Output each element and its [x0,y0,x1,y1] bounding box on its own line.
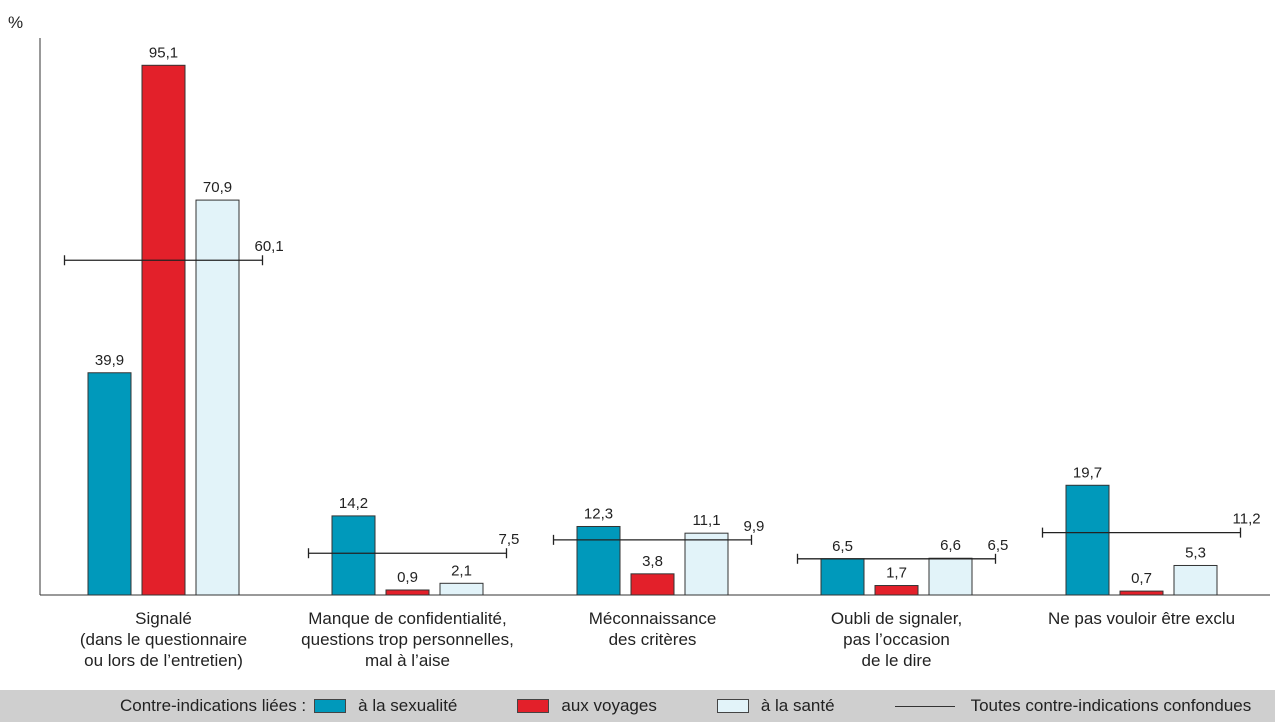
legend-title: Contre-indications liées : [120,696,307,715]
legend-swatch-sante [716,699,749,713]
legend-item-overall: Toutes contre-indications confondues [894,696,1252,716]
overall-label-3: 6,5 [988,537,1009,554]
category-label-2-line-0: Méconnaissance [589,609,717,628]
y-axis-label: % [8,13,23,32]
bar-sante-1 [439,582,484,596]
overall-label-2: 9,9 [744,518,765,535]
legend-label-voyages: aux voyages [561,696,657,715]
bar-sante-3 [928,557,973,596]
legend-item-sante: à la santé [716,696,835,716]
category-label-3-line-1: pas l’occasion [843,630,950,649]
category-label-0-line-1: (dans le questionnaire [80,630,247,649]
bar-voyages-3 [874,585,919,596]
data-label-sante-0: 70,9 [203,179,232,196]
bar-voyages-1 [385,589,430,596]
legend-swatch-sexualite [314,699,347,713]
category-label-1-line-2: mal à l’aise [365,651,450,670]
legend-line-overall [894,705,955,707]
category-label-1-line-0: Manque de confidentialité, [308,609,506,628]
legend-swatch-voyages [517,699,550,713]
category-labels-layer: Signalé (dans le questionnaire ou lors de … [80,609,1235,670]
data-label-sexualite-0: 39,9 [95,352,124,369]
bar-sante-2 [684,532,729,596]
data-label-sante-1: 2,1 [451,562,472,579]
chart-plot: % 39,9 95,1 70,9 60,1 14,2 0,9 2,1 7,5 12,3 3,8 11… [8,13,1270,670]
bars-layer [87,64,1218,596]
category-label-0-line-0: Signalé [135,609,192,628]
legend: Contre-indications liées : à la sexualit… [0,690,1275,722]
legend-label-sexualite: à la sexualité [358,696,458,715]
data-label-voyages-3: 1,7 [886,565,907,582]
data-label-sexualite-2: 12,3 [584,505,613,522]
bar-sexualite-0 [87,372,132,596]
overall-lines-layer [63,255,1242,564]
data-label-sexualite-1: 14,2 [339,495,368,512]
legend-item-voyages: aux voyages [517,696,657,716]
category-label-1-line-1: questions trop personnelles, [301,630,514,649]
bar-sante-4 [1173,564,1218,596]
data-label-sexualite-4: 19,7 [1073,464,1102,481]
data-label-voyages-2: 3,8 [642,553,663,570]
bar-voyages-4 [1119,590,1164,596]
category-label-3-line-2: de le dire [862,651,932,670]
bar-voyages-2 [630,573,675,596]
data-label-sante-3: 6,6 [940,537,961,554]
overall-label-0: 60,1 [255,238,284,255]
bar-sexualite-4 [1065,484,1110,596]
category-label-3-line-0: Oubli de signaler, [831,609,962,628]
data-label-voyages-1: 0,9 [397,569,418,586]
data-label-sante-2: 11,1 [692,512,720,529]
data-label-sexualite-3: 6,5 [832,538,853,555]
bar-sexualite-2 [576,525,621,596]
overall-label-4: 11,2 [1233,511,1261,528]
data-label-voyages-0: 95,1 [149,44,178,61]
data-label-voyages-4: 0,7 [1131,570,1152,587]
data-label-sante-4: 5,3 [1185,544,1206,561]
category-label-2-line-1: des critères [609,630,697,649]
data-labels-layer: 39,9 95,1 70,9 60,1 14,2 0,9 2,1 7,5 12,3 3,8 11,1… [95,44,1261,587]
category-label-4-line-0: Ne pas vouloir être exclu [1048,609,1235,628]
bar-voyages-0 [141,64,186,596]
bar-sante-0 [195,199,240,596]
legend-item-sexualite: à la sexualité [314,696,457,716]
legend-label-overall: Toutes contre-indications confondues [970,696,1252,715]
category-label-0-line-2: ou lors de l’entretien) [84,651,243,670]
bar-sexualite-3 [820,558,865,596]
overall-label-1: 7,5 [499,531,520,548]
bar-sexualite-1 [331,515,376,596]
legend-label-sante: à la santé [760,696,835,715]
